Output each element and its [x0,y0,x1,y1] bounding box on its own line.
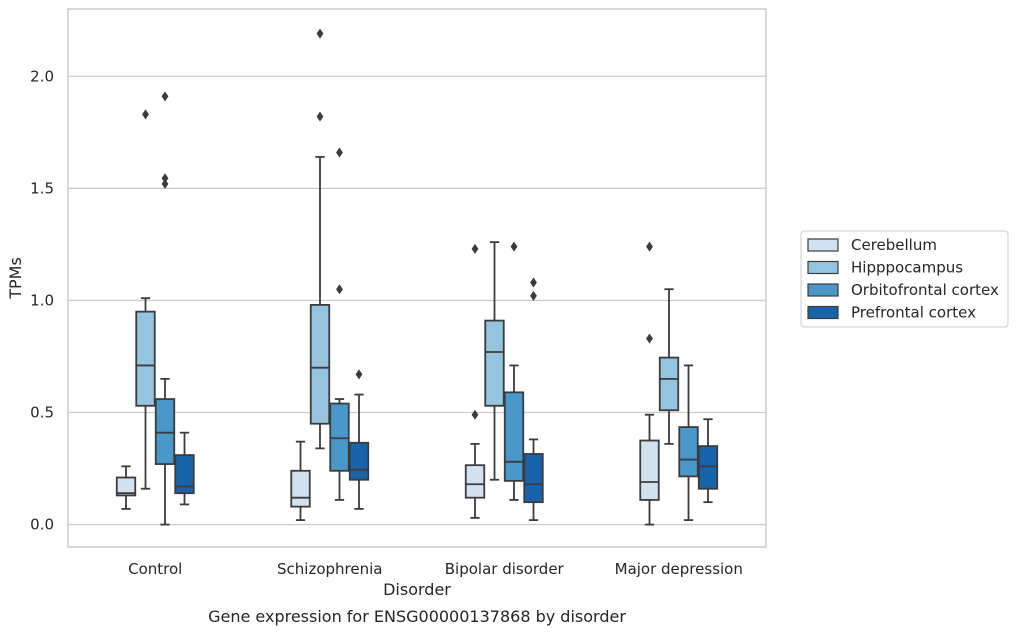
outlier-point [471,243,479,254]
y-tick-label: 1.0 [30,291,54,309]
box-group [464,243,486,519]
outlier-point [510,241,518,252]
x-axis-title: Disorder [383,580,451,599]
chart-caption: Gene expression for ENSG00000137868 by d… [208,607,626,626]
outlier-point [161,91,169,102]
box-group [523,277,544,521]
outlier-point [355,369,363,380]
outlier-point [161,173,169,184]
box-group [135,109,156,490]
legend-label: Prefrontal cortex [851,304,976,322]
y-tick-label: 2.0 [30,67,54,85]
box-group [115,465,137,510]
box-iqr [678,426,699,478]
box-group [174,431,195,506]
box-group [678,364,699,521]
boxes-layer [115,28,719,526]
box-group [484,241,505,481]
box-iqr [329,402,350,472]
legend-items: Cerebellum Hipppocampus Orbitofrontal cort… [807,236,999,322]
outlier-point [530,290,537,301]
box-iqr [115,476,137,497]
box-iqr [309,303,331,425]
box-group [658,288,680,445]
legend-swatch [807,305,839,320]
box-iqr [697,445,719,490]
outlier-point [336,147,343,158]
y-axis-title: TPMs [6,257,25,300]
x-tick-label: Major depression [615,560,743,578]
legend-label: Orbitofrontal cortex [851,281,999,299]
outlier-point [646,333,653,344]
outlier-point [646,241,653,252]
box-group [503,241,525,501]
legend-swatch [807,238,839,252]
box-group [348,369,370,510]
legend-frame [800,230,1009,328]
y-tick-label: 0.5 [30,404,54,422]
legend-label: Hipppocampus [851,259,963,277]
legend-label: Cerebellum [851,236,937,254]
legend-swatch [807,283,839,297]
y-tick-labels: 0.0 0.5 1.0 1.5 2.0 [30,67,54,533]
box-iqr [639,439,660,501]
x-tick-label: Schizophrenia [277,560,382,578]
box-iqr [154,398,176,465]
box-iqr [135,310,156,407]
box-group [290,440,311,521]
outlier-point [142,109,149,120]
x-tick-label: Control [128,560,182,578]
box-group [639,241,660,526]
box-group [309,28,331,450]
outlier-point [471,409,479,420]
box-iqr [658,356,680,412]
legend: Cerebellum Hipppocampus Orbitofrontal cort… [800,230,1009,328]
x-tick-labels: Control Schizophrenia Bipolar disorder Majo… [128,560,743,578]
box-group [329,147,350,501]
outlier-point [316,111,324,122]
box-iqr [523,453,544,504]
box-iqr [174,454,195,495]
plot-frame [67,8,767,548]
legend-swatch [807,260,839,275]
outlier-point [316,28,324,39]
box-group [697,418,719,504]
box-iqr [348,441,370,481]
y-tick-label: 0.0 [30,516,54,534]
box-iqr [503,391,525,482]
box-iqr [464,464,486,499]
outlier-point [161,178,169,189]
y-tick-label: 1.5 [30,179,54,197]
box-iqr [290,469,311,508]
box-iqr [484,319,505,407]
outlier-point [530,277,537,288]
box-group [154,91,176,526]
x-tick-label: Bipolar disorder [445,560,565,578]
outlier-point [336,284,343,295]
